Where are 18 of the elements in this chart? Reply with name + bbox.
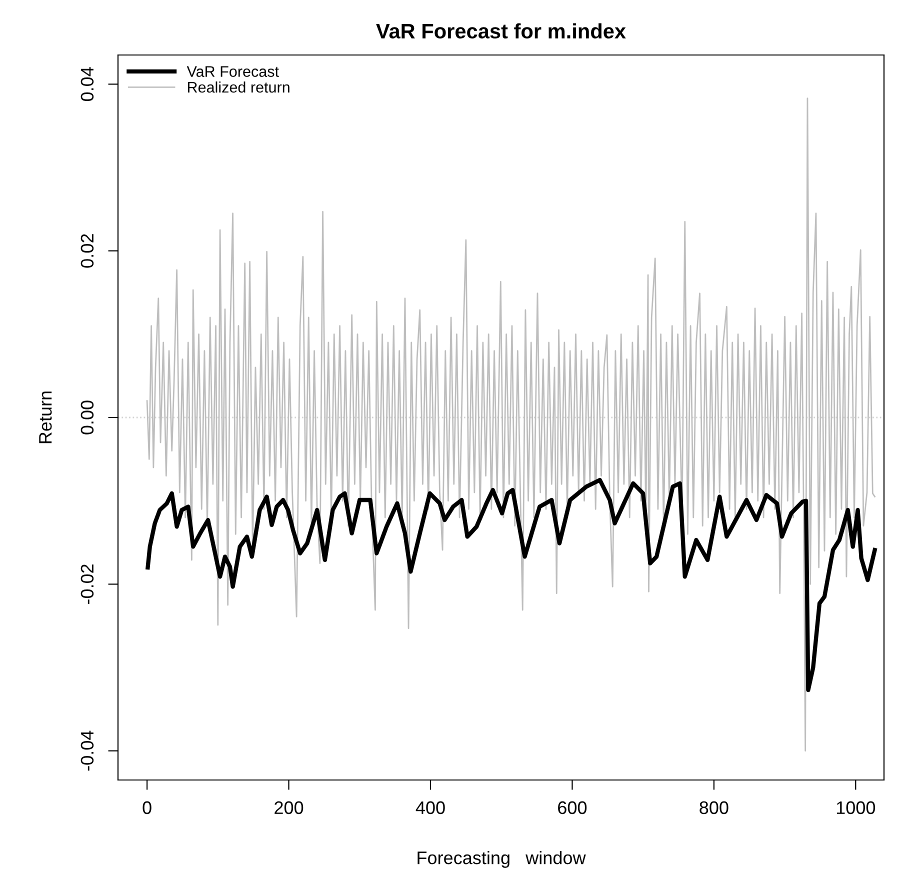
y-tick-label: 0.04 — [80, 67, 94, 102]
y-tick-label: -0.02 — [80, 564, 94, 604]
legend-label: Realized return — [188, 81, 290, 93]
line-series — [146, 478, 877, 692]
y-tick-label: 0.02 — [80, 234, 94, 268]
y-tick-label: -0.04 — [80, 730, 94, 771]
x-tick-label: 1000 — [836, 801, 876, 814]
chart-title: VaR Forecast for m.index — [376, 23, 626, 39]
legend-label: VaR Forecast — [186, 66, 279, 77]
x-tick-label: 800 — [700, 801, 728, 814]
line-series — [146, 98, 876, 752]
x-tick-label: 400 — [416, 801, 445, 814]
x-tick-label: 0 — [142, 801, 152, 814]
y-axis-title: Return — [39, 392, 52, 444]
x-axis-title: Forecasting window — [418, 851, 586, 868]
y-tick-label: 0.00 — [80, 400, 94, 434]
x-tick-label: 600 — [558, 801, 587, 814]
x-tick-label: 200 — [274, 801, 304, 814]
